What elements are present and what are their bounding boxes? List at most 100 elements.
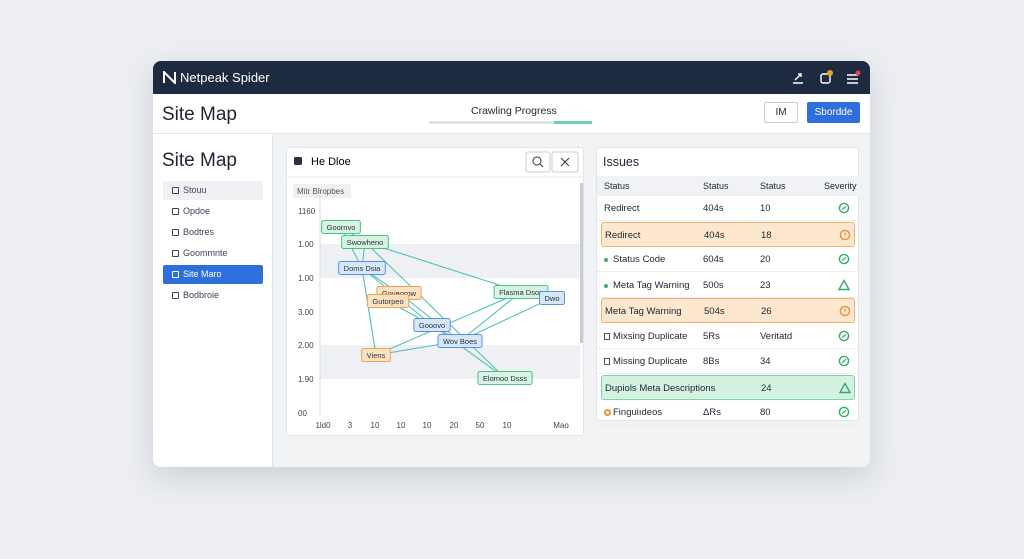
search-button[interactable] (525, 151, 551, 173)
issue-row[interactable]: Meta Tag Warning 500s 23 (597, 273, 859, 298)
nav-item[interactable]: Opdoe (163, 202, 263, 221)
nav-icon (172, 229, 179, 236)
severity-icon (839, 305, 851, 317)
x-label: 1ld0 (315, 421, 331, 430)
y-label: 00 (298, 409, 307, 418)
y-label: 1.00 (298, 240, 314, 249)
column-header: Status (760, 181, 786, 191)
cell: 500s (703, 279, 724, 291)
nav-item[interactable]: Goommnte (163, 244, 263, 263)
edge (364, 241, 522, 293)
search-icon (539, 163, 544, 168)
nav-item[interactable]: Stouu (163, 181, 263, 200)
edge (431, 324, 506, 379)
nav-item[interactable]: Bodbroie (163, 286, 263, 305)
sidebar-title: Site Map (162, 150, 237, 171)
issue-row[interactable]: Missing Duplicate 8Bs 34 (597, 349, 859, 374)
app-window: Netpeak Spider Site Map Crawling Progres… (153, 61, 870, 467)
y-label: 2.00 (298, 341, 314, 350)
cell: Meta Tag Warning (605, 306, 682, 317)
node-box (341, 235, 389, 249)
cell: 24 (761, 382, 772, 394)
node[interactable]: Wov Boes (437, 334, 483, 348)
nav-icon (172, 292, 179, 299)
node-label: Gooovo (419, 321, 445, 330)
issue-row[interactable]: Dupiols Meta Descriptions 24 (601, 374, 855, 400)
x-label: 50 (476, 421, 485, 430)
node[interactable]: Gooovo (413, 318, 451, 332)
y-label: 1.90 (298, 375, 314, 384)
cell: Redirect (604, 203, 640, 214)
node[interactable]: Viens (361, 348, 391, 362)
app-title: Netpeak Spider (180, 70, 270, 85)
logo (163, 71, 176, 84)
cell: 34 (760, 356, 771, 367)
node-label: Goveorow (382, 289, 417, 298)
severity-icon (839, 381, 851, 393)
nav-item-active[interactable]: Site Maro (163, 265, 263, 284)
node-box (361, 348, 391, 362)
node[interactable]: Doms Dsia (338, 261, 386, 275)
notify-icon[interactable] (820, 73, 831, 84)
progress-label: Crawling Progress (471, 105, 557, 117)
severity-icon (838, 278, 850, 290)
scrollbar[interactable] (580, 183, 583, 343)
x-label: 10 (397, 421, 406, 430)
cell: 404s (703, 203, 724, 214)
node[interactable]: Swowheno (341, 235, 389, 249)
toolbar: Site Map Crawling Progress IM Sbordde (153, 94, 870, 134)
issue-row[interactable]: Redirect 404s 18 (601, 221, 855, 247)
node[interactable]: Elomoo Dsss (477, 371, 533, 385)
node-label: Goornvo (327, 223, 356, 232)
close-icon (560, 157, 570, 167)
node-label: Wov Boes (443, 337, 477, 346)
cell: 26 (761, 306, 772, 317)
issue-row[interactable]: Status Code 604s 20 (597, 247, 859, 272)
edge (364, 241, 506, 379)
column-header: Severity (824, 181, 857, 191)
cell: Missing Duplicate (613, 356, 688, 367)
cell: Finguiıdeos (613, 407, 663, 418)
node-box (437, 334, 483, 348)
share-icon[interactable] (793, 73, 803, 84)
cell: 23 (760, 279, 771, 291)
issue-row[interactable]: Mixsing Duplicate 5Rs Veritatd (597, 324, 859, 349)
node-box (321, 220, 361, 234)
node-box (477, 371, 533, 385)
y-label: 1.00 (298, 274, 314, 283)
cell: 5Rs (703, 330, 720, 342)
issue-row[interactable]: Finguiıdeos ΔRs 80 (597, 400, 859, 425)
edge (459, 297, 553, 342)
nav-icon (172, 271, 179, 278)
graph-title: He Dloe (311, 156, 351, 168)
node[interactable]: Gutorpeo (366, 294, 410, 308)
edge (398, 292, 461, 342)
node[interactable]: Dwo (538, 291, 566, 305)
node-box (338, 261, 386, 275)
nav-icon (172, 250, 179, 257)
severity-icon (838, 202, 850, 214)
cell: Veritatd (760, 330, 793, 342)
menu-icon[interactable] (847, 74, 858, 84)
x-label: 10 (503, 421, 512, 430)
search-icon (532, 156, 542, 166)
menu-dot (855, 70, 861, 76)
cell: ΔRs (703, 407, 721, 418)
cell: 20 (760, 254, 771, 265)
issues-panel: Issues Status Status Status Severity Red… (596, 147, 859, 425)
node-label: Swowheno (347, 238, 384, 247)
button[interactable]: IM (764, 102, 798, 123)
graph-icon (294, 157, 302, 165)
x-label: 10 (423, 421, 432, 430)
legend-box (293, 184, 351, 198)
edge (459, 291, 522, 342)
table-header: Status Status Status Severity (597, 176, 859, 196)
issue-row[interactable]: Meta Tag Warning 504s 26 (601, 298, 855, 323)
button[interactable]: Sbordde (807, 102, 860, 123)
nav-item[interactable]: Bodtres (163, 223, 263, 242)
node[interactable]: Goornvo (321, 220, 361, 234)
row-icon (604, 409, 611, 416)
cell: 18 (761, 229, 772, 241)
sidebar: Site Map Stouu Opdoe Bodtres Goommnte Si… (153, 134, 273, 467)
issue-row[interactable]: Redirect 404s 10 (597, 196, 859, 221)
